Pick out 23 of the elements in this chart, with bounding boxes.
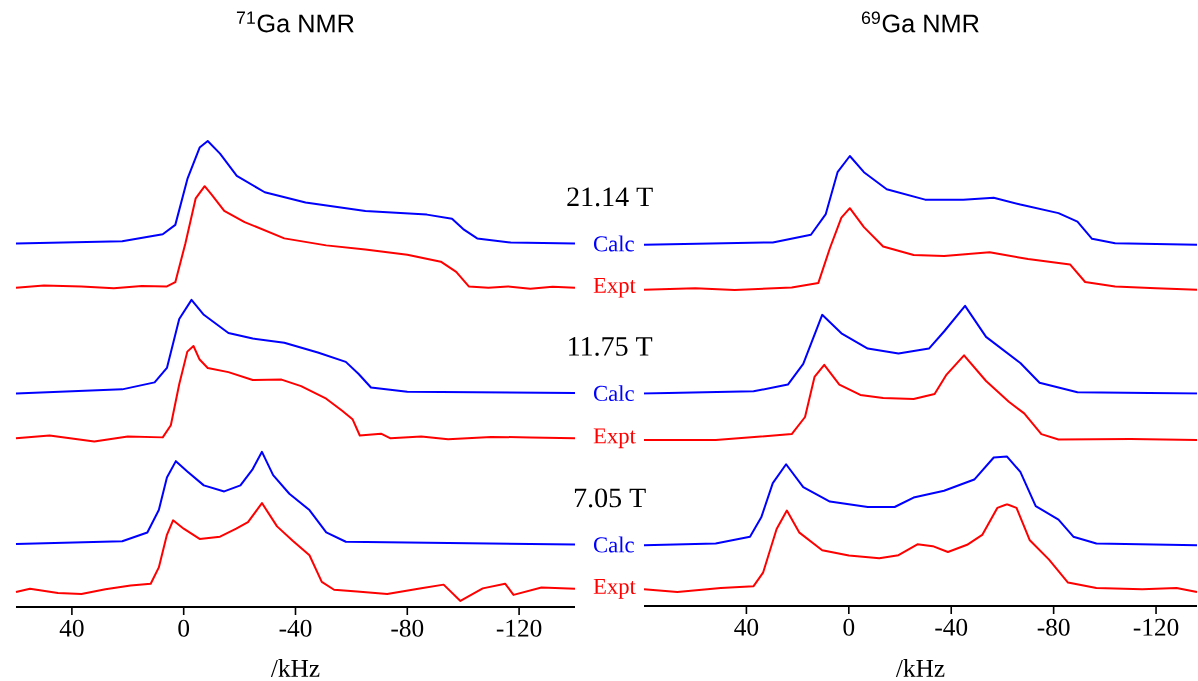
chart-title: $^{69}$Ga NMR [861,11,979,33]
x-tick-label: 0 [178,619,190,637]
series-label: Expt [593,277,636,298]
x-axis-title: /kHz [270,659,320,677]
annotation: 11.75 T [569,337,653,356]
x-tick-label: 40 [734,618,759,636]
series-label: Expt [593,578,636,599]
series-label: Calc [593,536,634,553]
x-tick-label: -120 [496,619,542,637]
x-tick-label: -40 [279,619,312,637]
x-tick-label: -40 [935,618,968,636]
x-tick-label: -80 [391,619,424,637]
x-axis-title: /kHz [895,659,945,677]
annotation: 7.05 T [574,488,646,508]
series-label: Calc [593,385,634,402]
x-tick-label: 0 [843,618,855,636]
x-tick-label: -80 [1037,618,1070,636]
series-label: Expt [593,428,636,449]
series-label: Calc [593,235,634,252]
x-tick-label: -120 [1133,618,1179,636]
annotation: 21.14 T [567,187,653,207]
x-tick-label: 40 [59,619,84,637]
chart-title: $^{71}$Ga NMR [236,11,354,33]
